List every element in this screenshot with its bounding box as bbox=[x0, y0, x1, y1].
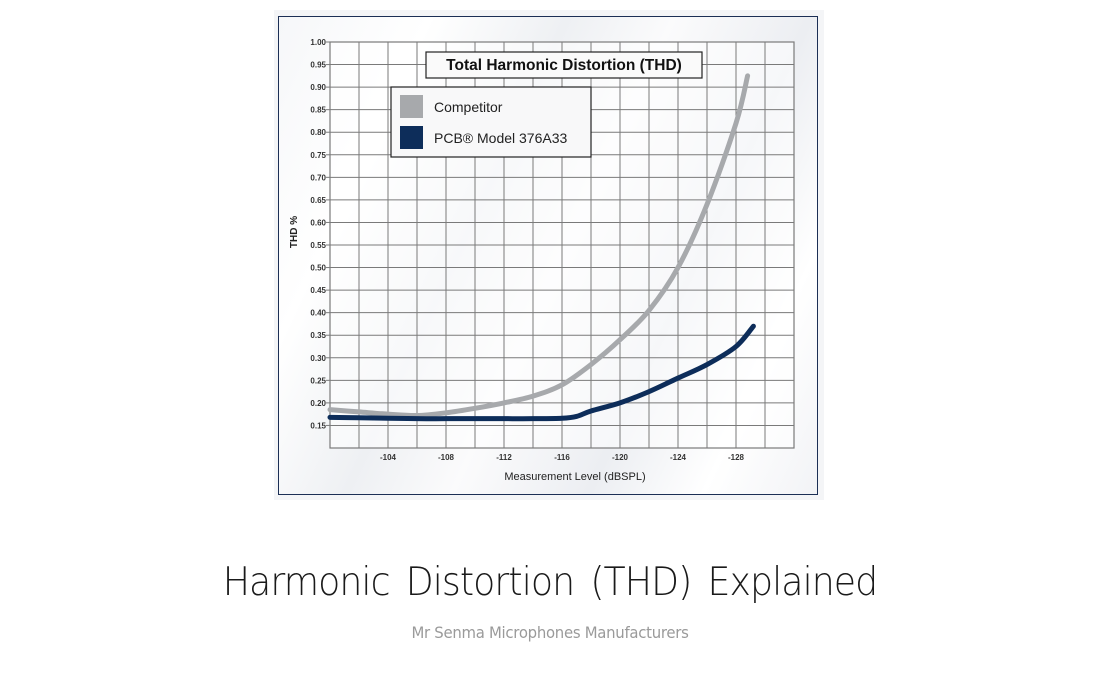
svg-text:0.55: 0.55 bbox=[310, 241, 326, 250]
svg-text:1.00: 1.00 bbox=[310, 38, 326, 47]
x-axis-ticks: -104 -108 -112 -116 -120 -124 -128 bbox=[380, 453, 745, 462]
chart-title-box: Total Harmonic Distortion (THD) bbox=[425, 51, 703, 79]
svg-text:0.65: 0.65 bbox=[310, 196, 326, 205]
svg-text:0.15: 0.15 bbox=[310, 421, 326, 430]
svg-text:-104: -104 bbox=[380, 453, 397, 462]
svg-text:-108: -108 bbox=[438, 453, 455, 462]
legend: Competitor PCB® Model 376A33 bbox=[390, 86, 592, 158]
svg-text:0.35: 0.35 bbox=[310, 331, 326, 340]
svg-text:0.85: 0.85 bbox=[310, 106, 326, 115]
svg-text:0.25: 0.25 bbox=[310, 376, 326, 385]
legend-label-pcb: PCB® Model 376A33 bbox=[434, 130, 567, 146]
page-subtitle: Mr Senma Microphones Manufacturers bbox=[411, 623, 689, 642]
x-axis-label: Measurement Level (dBSPL) bbox=[504, 471, 645, 483]
svg-text:0.30: 0.30 bbox=[310, 354, 326, 363]
svg-text:0.45: 0.45 bbox=[310, 286, 326, 295]
svg-text:0.90: 0.90 bbox=[310, 83, 326, 92]
y-axis-label: THD % bbox=[289, 216, 300, 248]
svg-text:0.20: 0.20 bbox=[310, 399, 326, 408]
svg-text:0.95: 0.95 bbox=[310, 61, 326, 70]
legend-swatch-competitor bbox=[400, 95, 423, 118]
svg-text:-120: -120 bbox=[612, 453, 629, 462]
y-axis-ticks: 1.00 0.95 0.90 0.85 0.80 0.75 0.70 0.65 0.60 0.55… bbox=[310, 38, 330, 430]
svg-text:-112: -112 bbox=[496, 453, 512, 462]
svg-text:0.40: 0.40 bbox=[310, 309, 326, 318]
legend-label-competitor: Competitor bbox=[434, 99, 503, 115]
svg-text:-128: -128 bbox=[728, 453, 745, 462]
svg-text:0.70: 0.70 bbox=[310, 173, 326, 182]
competitor-line bbox=[327, 73, 751, 419]
svg-text:0.50: 0.50 bbox=[310, 264, 326, 273]
svg-text:0.60: 0.60 bbox=[310, 218, 326, 227]
svg-text:0.75: 0.75 bbox=[310, 151, 326, 160]
thd-line-chart: 1.00 0.95 0.90 0.85 0.80 0.75 0.70 0.65 0.60 0.55… bbox=[289, 38, 795, 483]
svg-text:0.80: 0.80 bbox=[310, 128, 326, 137]
pcb-line bbox=[327, 323, 756, 422]
chart-title: Total Harmonic Distortion (THD) bbox=[446, 57, 682, 74]
series-lines bbox=[327, 73, 756, 422]
svg-text:-116: -116 bbox=[554, 453, 570, 462]
legend-swatch-pcb bbox=[400, 126, 423, 149]
svg-text:-124: -124 bbox=[670, 453, 687, 462]
page-title: Harmonic Distortion (THD) Explained bbox=[222, 560, 878, 605]
